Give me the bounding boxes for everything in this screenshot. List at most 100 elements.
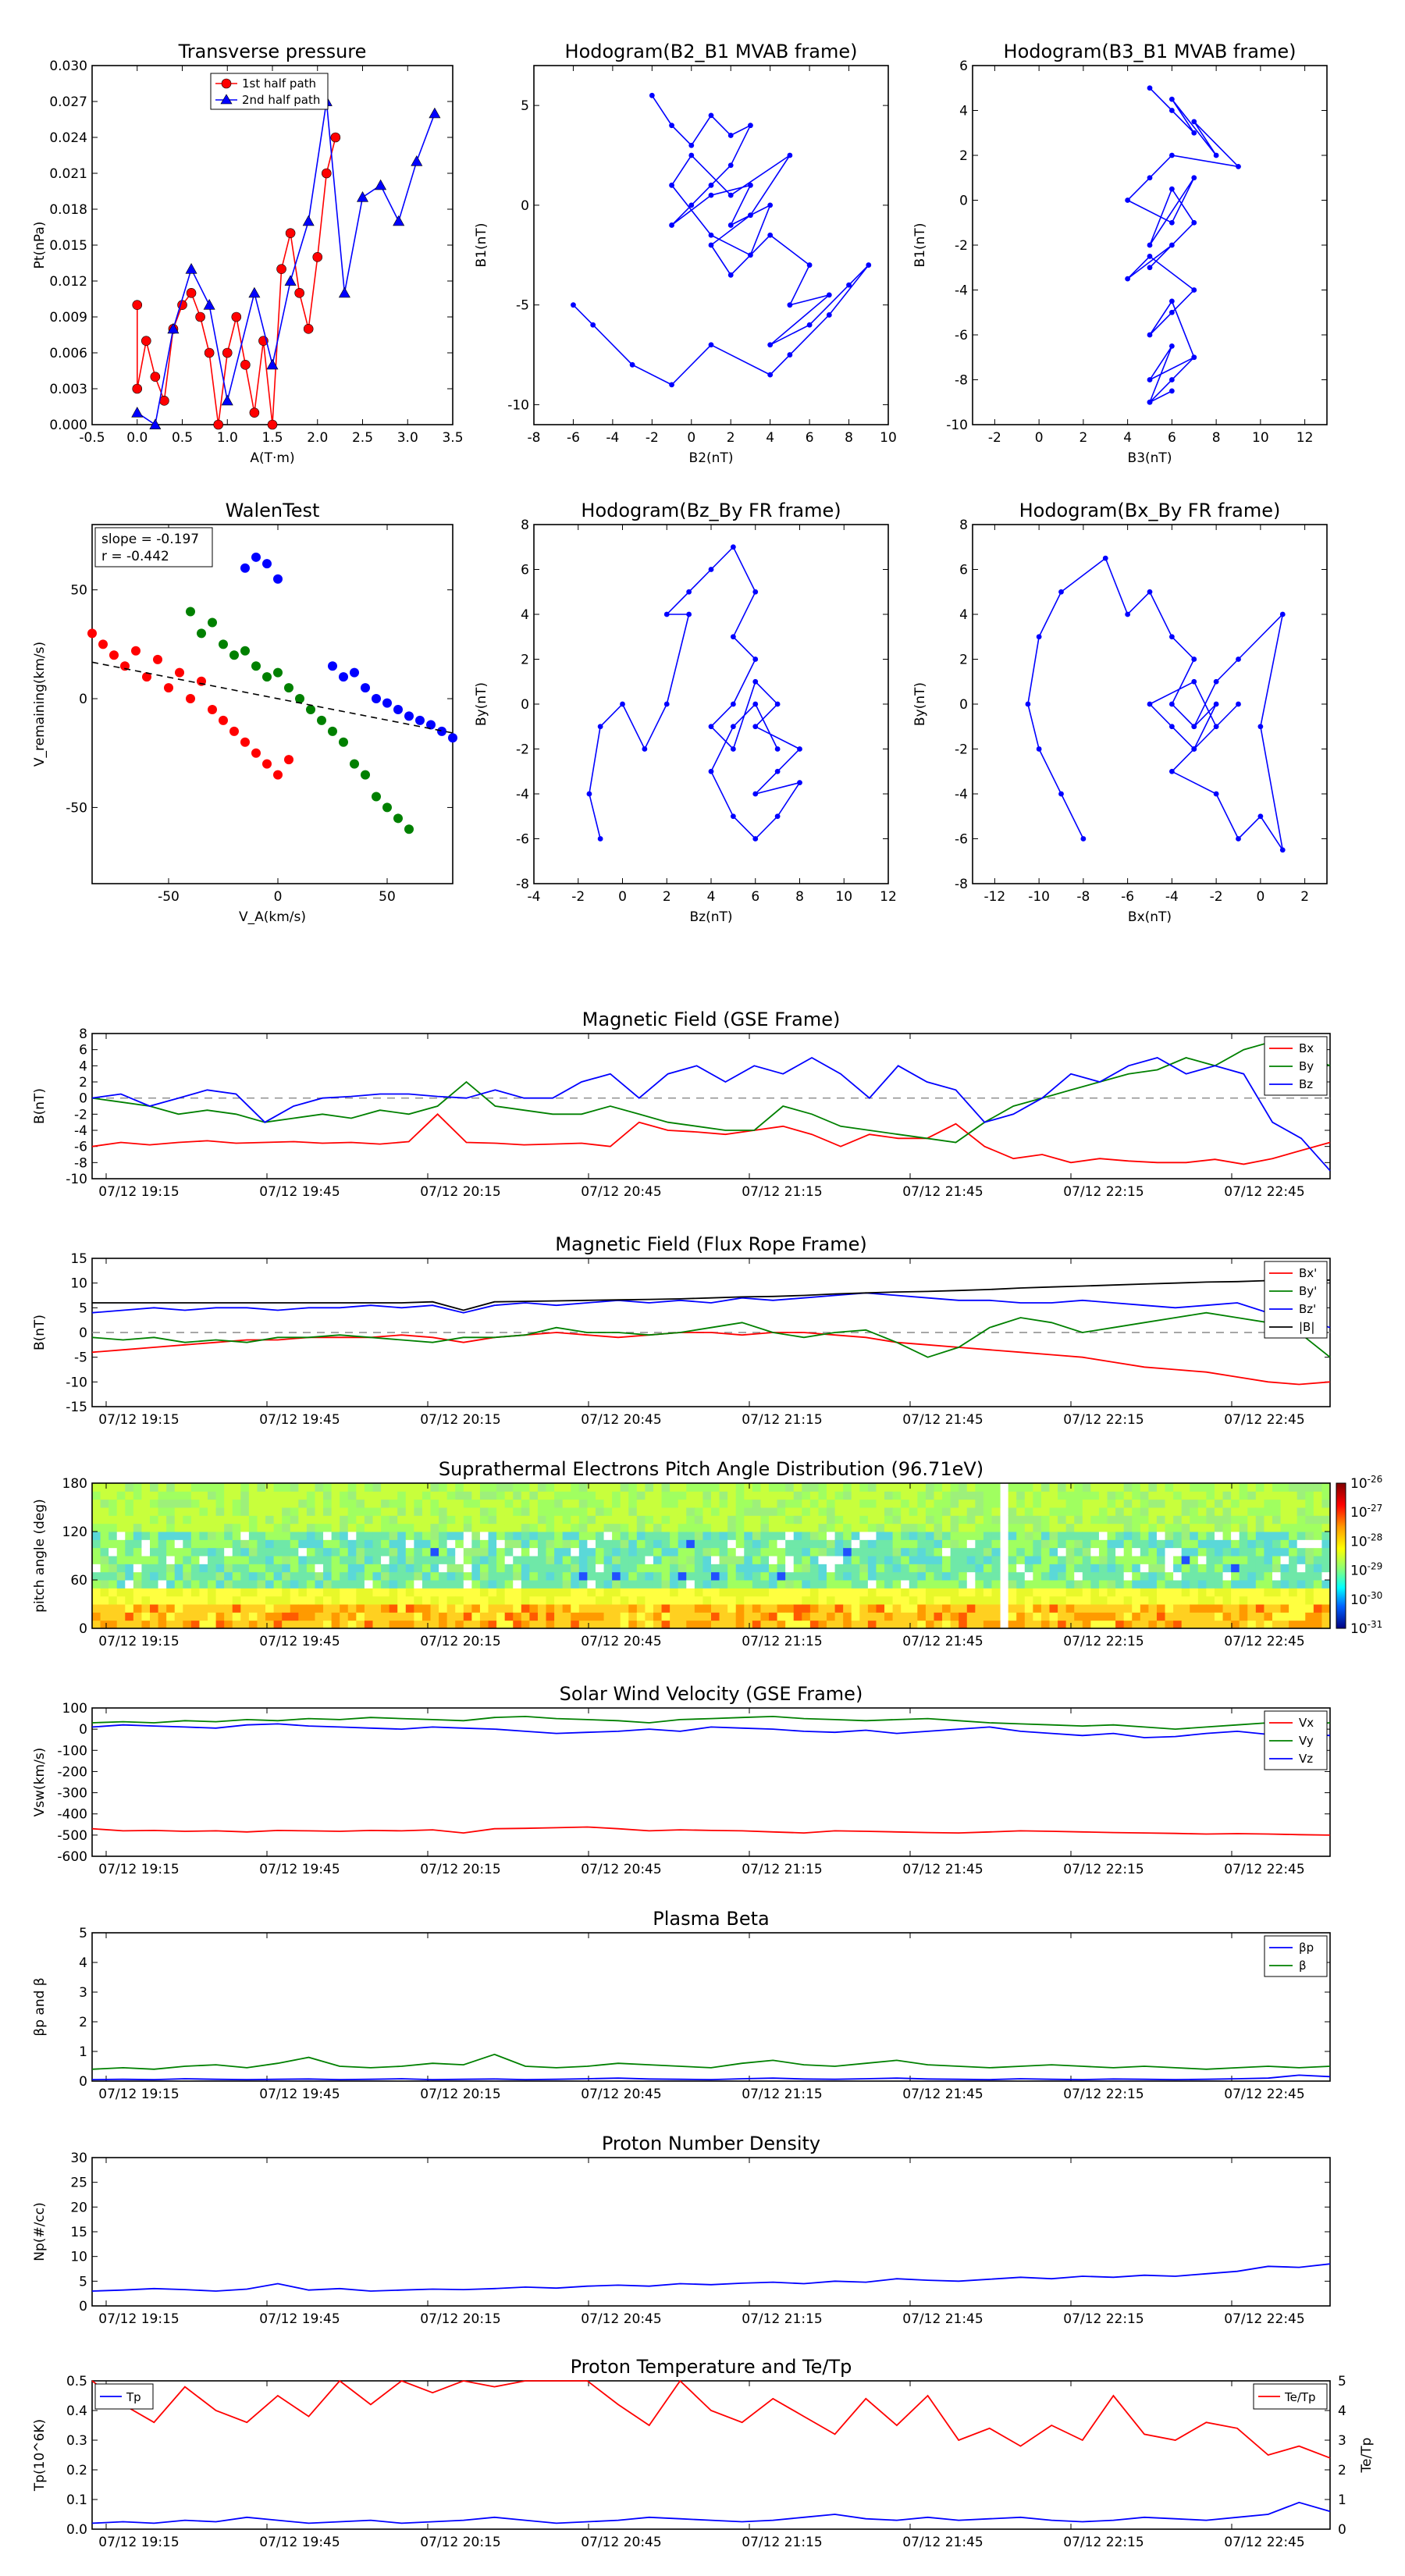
heatmap-cell <box>496 1547 506 1557</box>
heatmap-cell <box>108 1620 118 1629</box>
heatmap-cell <box>1190 1483 1199 1492</box>
heatmap-cell <box>571 1571 580 1581</box>
heatmap-cell <box>521 1580 530 1589</box>
heatmap-cell <box>694 1515 703 1525</box>
heatmap-cell <box>966 1483 976 1492</box>
data-point <box>321 168 332 179</box>
heatmap-cell <box>562 1515 571 1525</box>
heatmap-cell <box>1313 1564 1322 1573</box>
series-line <box>91 2379 1331 2459</box>
heatmap-cell <box>331 1580 340 1589</box>
heatmap-cell <box>686 1499 695 1508</box>
heatmap-cell <box>859 1588 869 1597</box>
heatmap-cell <box>158 1491 167 1500</box>
data-point <box>806 322 813 328</box>
heatmap-cell <box>628 1612 638 1621</box>
heatmap-cell <box>744 1507 753 1516</box>
heatmap-cell <box>389 1580 398 1589</box>
heatmap-cell <box>934 1580 943 1589</box>
heatmap-cell <box>702 1612 712 1621</box>
heatmap-cell <box>504 1564 514 1573</box>
heatmap-cell <box>1040 1604 1050 1613</box>
heatmap-cell <box>92 1564 101 1573</box>
heatmap-cell <box>769 1604 778 1613</box>
heatmap-cell <box>1264 1483 1273 1492</box>
heatmap-cell <box>208 1539 217 1549</box>
heatmap-cell <box>702 1532 712 1540</box>
heatmap-cell <box>645 1571 654 1581</box>
heatmap-cell <box>232 1507 241 1516</box>
time-tick-label: 07/12 19:45 <box>259 1634 340 1649</box>
heatmap-cell <box>809 1483 819 1492</box>
heatmap-cell <box>653 1571 663 1581</box>
heatmap-cell <box>166 1491 176 1500</box>
y-tick-label: 2 <box>1338 2463 1346 2478</box>
heatmap-cell <box>1148 1539 1158 1549</box>
heatmap-cell <box>769 1564 778 1573</box>
heatmap-cell <box>1049 1588 1058 1597</box>
heatmap-cell <box>595 1532 605 1540</box>
heatmap-cell <box>670 1604 679 1613</box>
heatmap-cell <box>1297 1515 1306 1525</box>
y-tick-label: 0.4 <box>66 2403 87 2419</box>
heatmap-cell <box>1074 1580 1083 1589</box>
heatmap-cell <box>1024 1483 1033 1492</box>
heatmap-cell <box>257 1604 266 1613</box>
heatmap-cell <box>867 1532 877 1540</box>
heatmap-cell <box>340 1483 349 1492</box>
heatmap-cell <box>1222 1596 1232 1605</box>
y-tick-label: 0.000 <box>49 418 87 433</box>
heatmap-cell <box>356 1523 365 1532</box>
data-point <box>597 724 603 730</box>
heatmap-cell <box>587 1612 596 1621</box>
heatmap-cell <box>323 1564 333 1573</box>
data-point <box>1236 701 1241 707</box>
heatmap-cell <box>1165 1580 1174 1589</box>
heatmap-cell <box>446 1507 456 1516</box>
heatmap-cell <box>1165 1507 1174 1516</box>
heatmap-cell <box>282 1532 291 1540</box>
heatmap-cell <box>306 1483 315 1492</box>
heatmap-cell <box>125 1547 134 1557</box>
heatmap-cell <box>1181 1499 1190 1508</box>
heatmap-cell <box>859 1564 869 1573</box>
heatmap-cell <box>496 1596 506 1605</box>
heatmap-cell <box>1065 1564 1075 1573</box>
heatmap-cell <box>991 1539 1001 1549</box>
heatmap-cell <box>1074 1556 1083 1564</box>
heatmap-cell <box>876 1580 885 1589</box>
heatmap-cell <box>116 1532 126 1540</box>
heatmap-cell <box>562 1532 571 1540</box>
heatmap-cell <box>1098 1515 1108 1525</box>
heatmap-cell <box>1255 1596 1264 1605</box>
heatmap-cell <box>323 1507 333 1516</box>
heatmap-cell <box>166 1547 176 1557</box>
data-point <box>708 182 714 188</box>
data-point <box>1102 555 1108 561</box>
heatmap-cell <box>867 1604 877 1613</box>
heatmap-cell <box>422 1483 431 1492</box>
heatmap-cell <box>282 1499 291 1508</box>
heatmap-cell <box>942 1547 951 1557</box>
heatmap-cell <box>174 1564 183 1573</box>
x-tick-label: -8 <box>528 430 541 446</box>
heatmap-cell <box>125 1604 134 1613</box>
heatmap-cell <box>265 1604 275 1613</box>
series-line <box>91 2263 1331 2292</box>
heatmap-cell <box>1255 1588 1264 1597</box>
legend-label: Vx <box>1299 1716 1314 1730</box>
heatmap-cell <box>1289 1507 1298 1516</box>
heatmap-cell <box>215 1547 225 1557</box>
heatmap-cell <box>273 1604 283 1613</box>
heatmap-cell <box>645 1588 654 1597</box>
heatmap-cell <box>174 1596 183 1605</box>
heatmap-cell <box>1049 1539 1058 1549</box>
heatmap-cell <box>769 1523 778 1532</box>
heatmap-cell <box>727 1507 737 1516</box>
heatmap-cell <box>1040 1532 1050 1540</box>
heatmap-cell <box>744 1547 753 1557</box>
data-point <box>774 701 781 707</box>
heatmap-cell <box>141 1620 151 1629</box>
data-point <box>382 802 392 813</box>
